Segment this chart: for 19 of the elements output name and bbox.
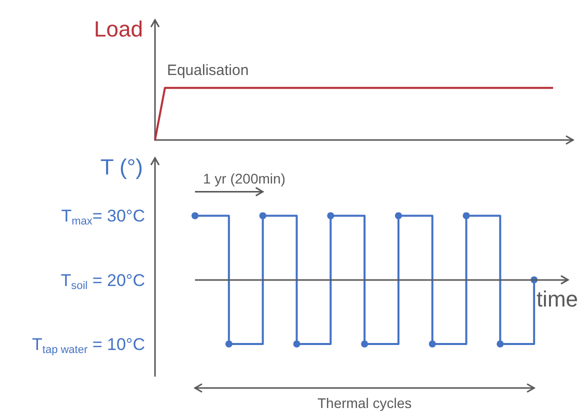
text: Equalisation [166, 62, 249, 79]
y-axis-title: T (°) [100, 154, 143, 180]
point [428, 340, 436, 348]
text: Thermal cycles [317, 395, 412, 411]
point [225, 340, 232, 348]
annotation: 1 yr (200min) [203, 170, 286, 187]
point [496, 340, 504, 348]
point [361, 340, 368, 348]
y-tick-label: T$_{max}$= 30°C [61, 206, 145, 228]
y-tick-label: T$_{tap water}$ = 10°C [32, 334, 145, 356]
point [327, 212, 334, 220]
point [394, 212, 402, 220]
point [462, 212, 470, 220]
y-axis-title: Load [94, 16, 143, 42]
point [259, 212, 266, 220]
x-axis-title: time [536, 286, 578, 312]
y-tick-label: T$_{soil}$ = 20°C [60, 270, 145, 292]
point [293, 340, 300, 348]
point [192, 212, 198, 220]
